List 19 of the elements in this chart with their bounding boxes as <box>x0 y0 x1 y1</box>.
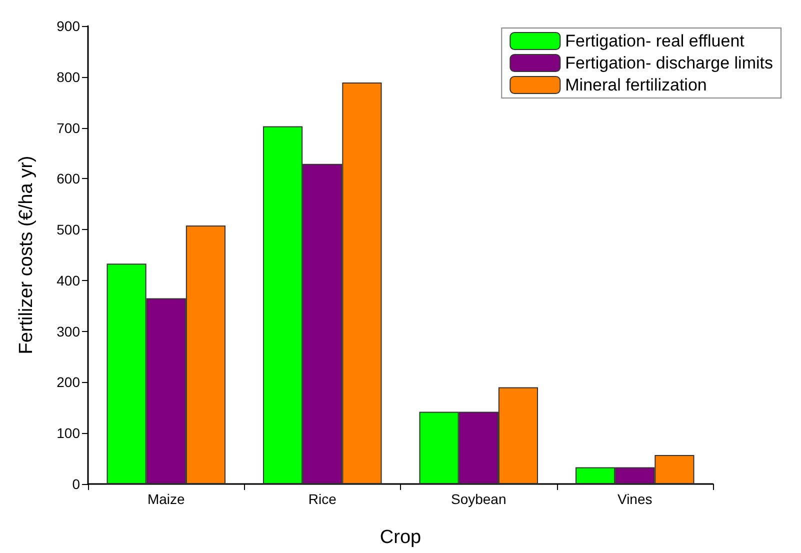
y-tick-label: 700 <box>56 120 80 136</box>
y-tick-label: 800 <box>56 68 80 85</box>
y-tick-label: 900 <box>56 18 80 34</box>
y-tick-label: 500 <box>56 222 80 238</box>
y-axis-title: Fertilizer costs (€/ha yr) <box>16 156 37 354</box>
x-tick-label: Soybean <box>450 491 506 507</box>
x-tick-label: Maize <box>147 491 186 507</box>
x-tick-label: Rice <box>308 491 337 507</box>
y-tick-label: 600 <box>56 170 80 187</box>
y-tick-label: 0 <box>72 476 80 492</box>
y-tick-label: 300 <box>56 323 80 340</box>
x-tick-label: Vines <box>617 491 652 507</box>
legend-label: Fertigation- real effluent <box>565 32 745 50</box>
legend-label: Mineral fertilization <box>565 76 707 94</box>
y-tick-label: 200 <box>56 374 80 390</box>
x-axis-title: Crop <box>380 527 422 548</box>
y-tick-label: 400 <box>56 272 80 288</box>
legend-label: Fertigation- discharge limits <box>565 54 774 72</box>
y-tick-label: 100 <box>56 425 80 442</box>
